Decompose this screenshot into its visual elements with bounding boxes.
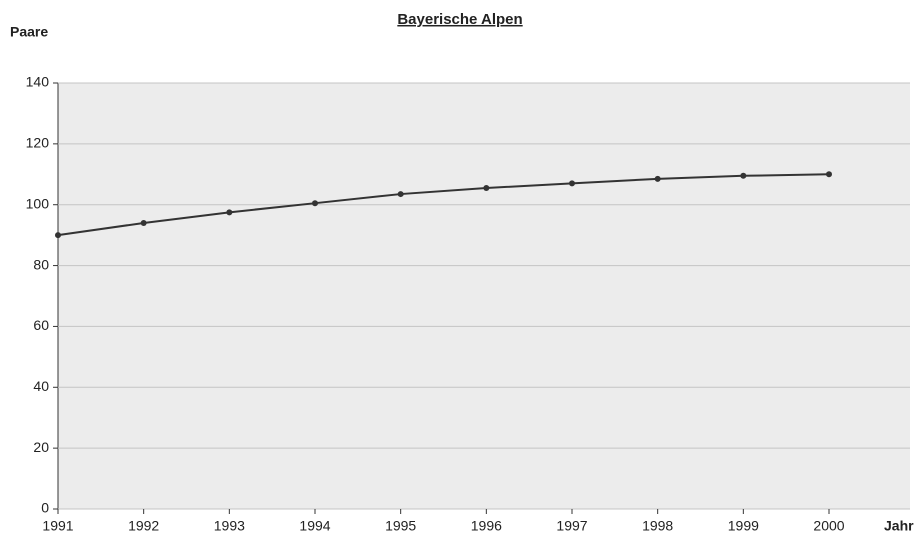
x-tick-label: 1991 <box>42 518 73 534</box>
y-tick-label: 60 <box>33 317 49 333</box>
data-point <box>826 171 832 178</box>
y-tick-label: 20 <box>33 439 49 455</box>
chart-title: Bayerische Alpen <box>397 11 522 28</box>
y-tick-label: 120 <box>26 135 50 151</box>
data-point <box>654 175 661 182</box>
y-tick-label: 100 <box>26 195 50 211</box>
y-tick-label: 140 <box>26 74 50 90</box>
data-point <box>312 200 318 207</box>
y-tick-label: 80 <box>33 256 49 272</box>
data-point <box>397 191 404 198</box>
x-tick-label: 1998 <box>642 518 673 534</box>
y-tick-label: 40 <box>33 378 49 394</box>
data-point <box>483 184 490 191</box>
data-point <box>55 232 61 239</box>
x-tick-label: 1996 <box>471 518 502 534</box>
data-point <box>740 172 747 179</box>
data-line <box>57 173 830 237</box>
x-tick-label: 1994 <box>299 518 330 534</box>
data-point <box>140 219 147 226</box>
x-tick-label: 1999 <box>728 518 759 534</box>
y-tick-label: 0 <box>41 500 49 516</box>
x-tick-label: 2000 <box>813 518 844 534</box>
y-axis-label: Paare <box>10 24 48 40</box>
x-tick-label: 1993 <box>214 518 245 534</box>
x-tick-label: 1995 <box>385 518 416 534</box>
data-point <box>226 209 233 216</box>
data-point <box>569 180 575 187</box>
x-tick-label: 1997 <box>556 518 587 534</box>
x-axis-label: Jahr <box>884 518 914 534</box>
x-tick-label: 1992 <box>128 518 159 534</box>
plot-background <box>58 83 910 509</box>
